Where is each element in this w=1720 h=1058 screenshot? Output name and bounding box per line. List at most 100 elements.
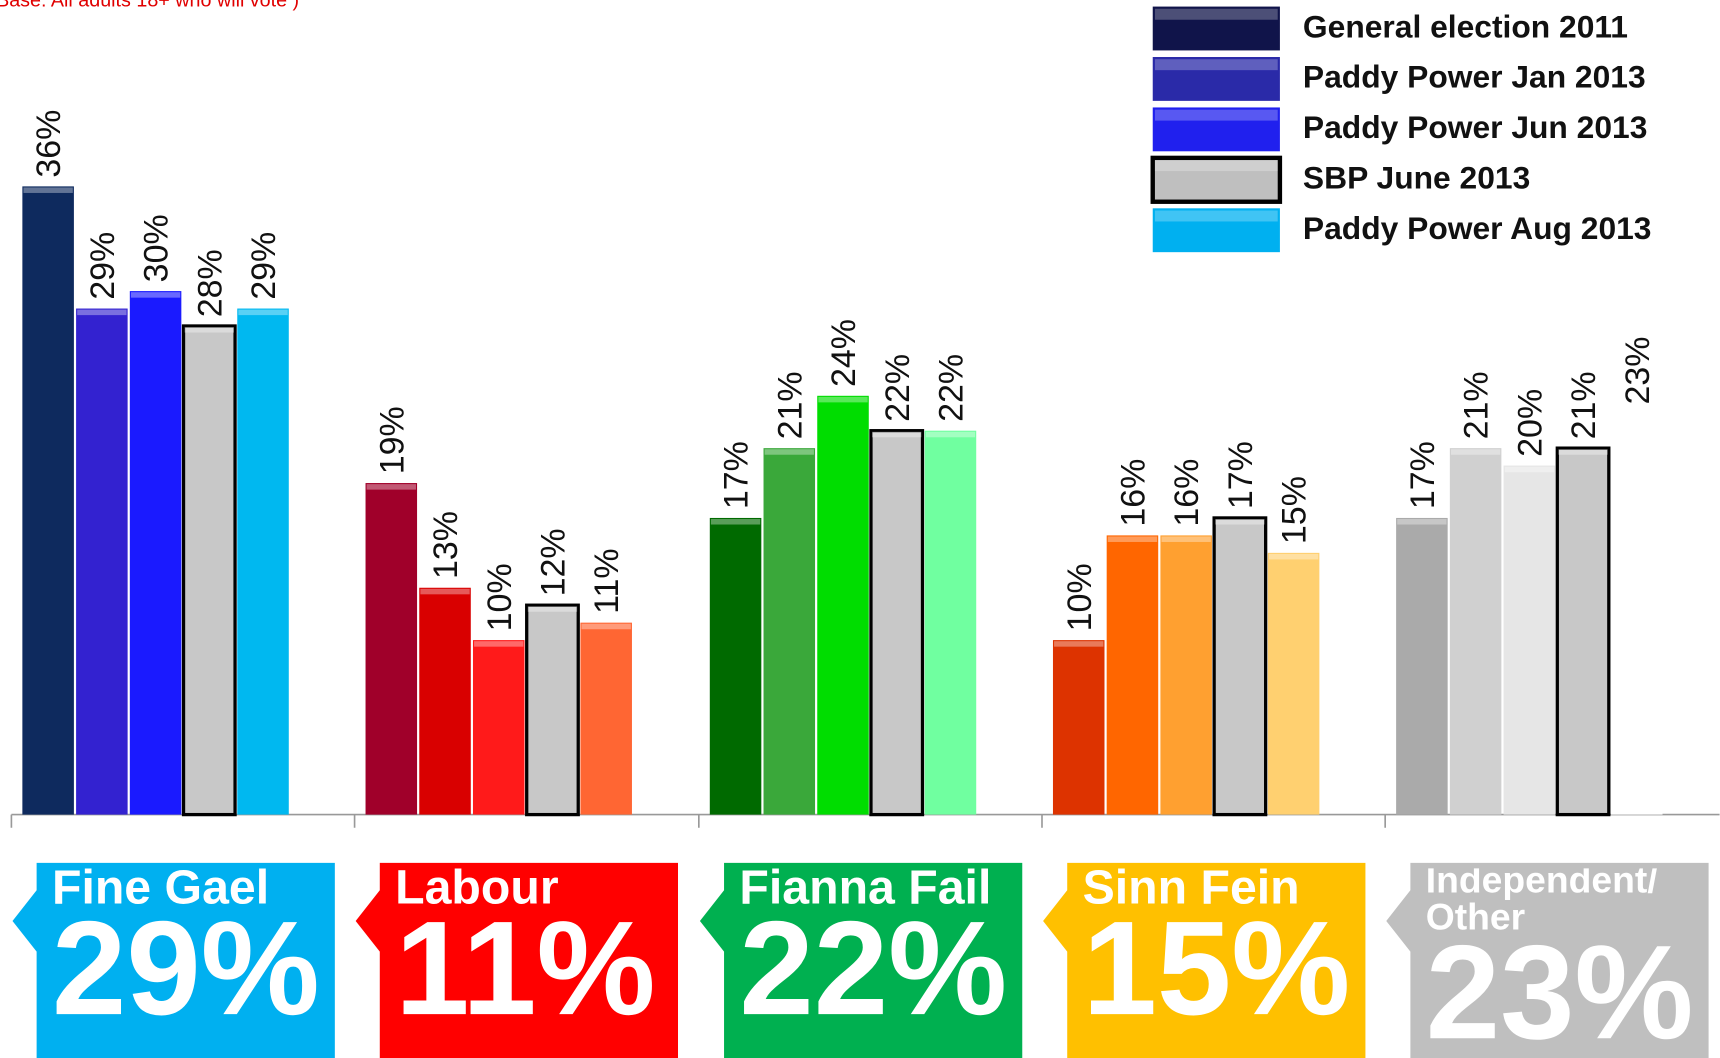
bar (1052, 640, 1105, 815)
data-label: 24% (825, 319, 863, 387)
bar-highlight (872, 431, 922, 438)
bar-highlight (818, 396, 868, 403)
legend-label: Paddy Power Jan 2013 (1303, 59, 1646, 95)
data-label: 16% (1115, 459, 1153, 527)
legend-label: Paddy Power Jun 2013 (1303, 109, 1647, 145)
data-label: 23% (1619, 336, 1657, 404)
data-label: 15% (1276, 476, 1314, 544)
bar-highlight (184, 327, 234, 333)
data-label: 13% (427, 511, 465, 579)
callout-box (1386, 862, 1709, 1058)
data-label: 29% (245, 232, 283, 300)
legend-label: General election 2011 (1303, 8, 1628, 44)
bar-highlight (1268, 553, 1319, 560)
callout-value: 29% (51, 893, 320, 1043)
bar (1503, 465, 1556, 815)
data-label: 12% (535, 528, 573, 596)
data-label: 11% (588, 548, 626, 613)
bar (1449, 448, 1502, 815)
bar (1611, 413, 1663, 815)
bar-highlight (710, 519, 761, 525)
note: Base: All adults 18+ who will vote ) (0, 0, 299, 12)
bar (419, 587, 471, 815)
legend-swatch (1152, 6, 1280, 51)
legend-swatch (1152, 57, 1280, 101)
bar (1106, 535, 1159, 815)
data-label: 29% (84, 232, 122, 300)
legend-swatch (1152, 208, 1280, 253)
bar-highlight (1161, 536, 1211, 542)
category-label: Sinn Fein (1082, 868, 1300, 915)
data-label: 17% (718, 441, 756, 509)
callout-value: 22% (739, 893, 1008, 1043)
data-label: 19% (373, 406, 411, 474)
legend-swatch-highlight (1154, 160, 1278, 172)
bar (869, 429, 925, 817)
data-label: 20% (1511, 389, 1549, 457)
bar (763, 448, 816, 815)
data-label: 36% (30, 110, 68, 178)
data-label: 22% (933, 354, 971, 422)
bar (580, 622, 632, 815)
bar (181, 324, 237, 817)
bar-highlight (1558, 449, 1608, 455)
bar-highlight (1054, 641, 1104, 647)
bar (924, 430, 977, 815)
bar-highlight (1397, 519, 1447, 525)
bar (22, 186, 74, 815)
callout-box (355, 862, 679, 1058)
bar-highlight (1107, 536, 1158, 542)
callout-box (12, 862, 335, 1058)
bar-highlight (1504, 466, 1555, 473)
bar-highlight (23, 187, 73, 193)
bar-highlight (77, 309, 127, 316)
category-label: Fianna Fail (739, 868, 992, 915)
data-label: 17% (1222, 441, 1260, 509)
bar-highlight (130, 292, 181, 298)
bar (1160, 535, 1212, 815)
legend-swatch-highlight (1154, 210, 1278, 222)
bar (817, 395, 869, 815)
data-label: 16% (1168, 459, 1206, 527)
bar (237, 308, 289, 815)
legend-swatch (1150, 155, 1283, 204)
bar-highlight (366, 484, 416, 490)
bar-highlight (527, 606, 578, 612)
bar-highlight (238, 309, 288, 316)
bar-highlight (420, 588, 470, 595)
callout-value: 15% (1082, 893, 1351, 1043)
callout-box (1043, 862, 1366, 1058)
bar (365, 483, 418, 815)
data-label: 21% (1458, 371, 1496, 439)
bar (76, 308, 128, 815)
bar-highlight (764, 449, 814, 455)
bar (709, 517, 762, 815)
bar-highlight (474, 641, 524, 647)
legend-swatch-highlight (1154, 109, 1278, 121)
bar-highlight (1612, 414, 1662, 420)
legend-swatch-highlight (1154, 8, 1278, 20)
data-label: 21% (771, 371, 809, 439)
bar (525, 603, 580, 817)
bar-highlight (1450, 449, 1501, 455)
category-label: Labour (395, 868, 559, 915)
data-label: 10% (1061, 563, 1099, 631)
data-label: 17% (1404, 441, 1442, 509)
legend-swatch-highlight (1154, 59, 1278, 71)
legend-label: SBP June 2013 (1303, 160, 1530, 196)
callout-value: 11% (395, 893, 656, 1043)
bar (1396, 517, 1448, 815)
callout-box (699, 862, 1023, 1058)
bar-highlight (1215, 519, 1265, 525)
data-label: 28% (191, 249, 229, 317)
data-label: 10% (481, 563, 519, 631)
bar (129, 291, 182, 815)
legend-label: Paddy Power Aug 2013 (1303, 210, 1652, 246)
